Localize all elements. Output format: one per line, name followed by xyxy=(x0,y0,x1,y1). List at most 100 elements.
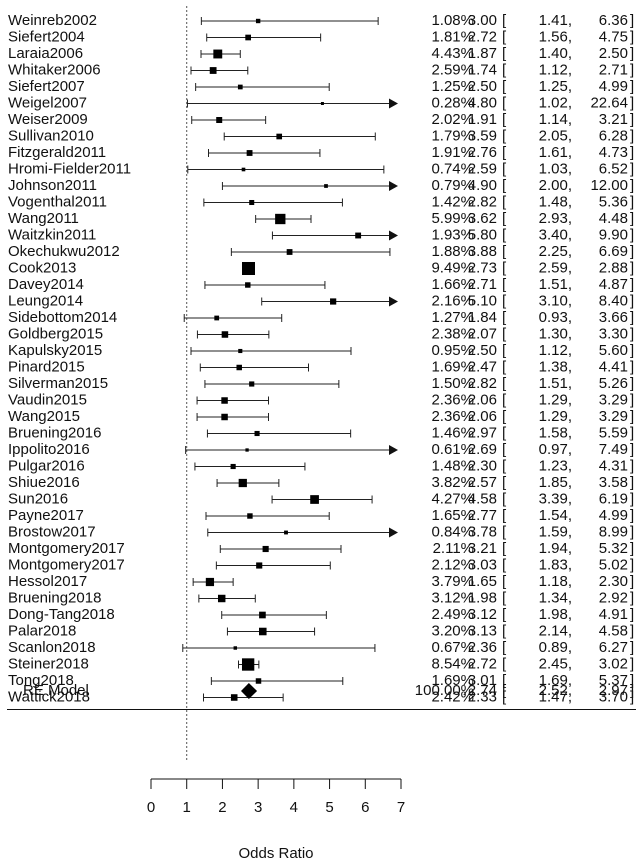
study-estimate: 1.87 xyxy=(468,45,497,62)
study-label: Waitzkin2011 xyxy=(8,226,96,243)
study-ci-close: ] xyxy=(630,243,634,260)
study-ci-upper: 12.00 xyxy=(590,177,628,194)
study-row: Sun2016 4.27%4.58 [3.39, 6.19] xyxy=(8,490,634,507)
study-ci-text: 3.62 [2.93, 4.48] xyxy=(468,210,634,227)
study-ci-close: ] xyxy=(630,210,634,227)
study-ci-upper: 7.49 xyxy=(599,441,628,458)
study-ci-upper: 4.91 xyxy=(599,606,628,623)
study-ci-lower: 1.51, xyxy=(539,375,572,392)
point-estimate xyxy=(233,646,238,650)
study-ci-lower: 2.00, xyxy=(539,177,572,194)
study-estimate: 2.06 xyxy=(468,408,497,425)
summary-diamond xyxy=(241,683,258,699)
study-row: Montgomery2017 2.12%3.03 [1.83, 5.02] xyxy=(8,556,634,573)
study-ci-lower: 1.94, xyxy=(539,540,572,557)
study-label: Sidebottom2014 xyxy=(8,309,117,326)
study-ci-lower: 1.12, xyxy=(539,61,572,78)
study-weight: 3.20% xyxy=(431,622,474,639)
point-estimate xyxy=(310,495,319,504)
study-estimate: 2.97 xyxy=(468,424,497,441)
study-estimate: 2.69 xyxy=(468,441,497,458)
point-estimate xyxy=(221,331,229,338)
x-tick-label: 3 xyxy=(254,799,262,816)
study-ci-lower: 1.47, xyxy=(539,688,572,705)
study-estimate: 3.78 xyxy=(468,523,497,540)
summary-ci-close: ] xyxy=(630,682,634,699)
study-row: Palar2018 3.20%3.13 [2.14, 4.58] xyxy=(8,622,634,639)
study-ci-close: ] xyxy=(630,94,634,111)
study-ci-upper: 8.40 xyxy=(599,292,628,309)
study-estimate: 2.50 xyxy=(468,78,497,95)
point-estimate xyxy=(238,348,243,354)
study-ci-lower: 0.93, xyxy=(539,309,572,326)
study-ci-text: 2.97 [1.58, 5.59] xyxy=(468,424,634,441)
study-row: Whitaker2006 2.59%1.74 [1.12, 2.71] xyxy=(8,61,634,78)
study-estimate: 3.62 xyxy=(468,210,497,227)
study-ci-lower: 2.05, xyxy=(539,127,572,144)
x-tick-label: 7 xyxy=(397,799,405,816)
study-ci-text: 3.21 [1.94, 5.32] xyxy=(468,540,634,557)
study-ci-upper: 6.27 xyxy=(599,639,628,656)
study-estimate: 3.59 xyxy=(468,127,497,144)
study-ci-lower: 1.58, xyxy=(539,424,572,441)
study-ci-close: ] xyxy=(630,144,634,161)
study-ci-upper: 2.88 xyxy=(599,259,628,276)
study-ci-upper: 9.90 xyxy=(599,226,628,243)
study-ci-close: ] xyxy=(630,457,634,474)
study-weight: 2.36% xyxy=(431,391,474,408)
point-estimate xyxy=(256,562,263,569)
study-ci-close: ] xyxy=(630,193,634,210)
point-estimate xyxy=(320,102,324,105)
study-ci-text: 3.12 [1.98, 4.91] xyxy=(468,606,634,623)
study-ci-upper: 5.26 xyxy=(599,375,628,392)
study-weight: 1.50% xyxy=(431,375,474,392)
study-weight: 3.12% xyxy=(431,589,474,606)
study-ci-close: ] xyxy=(630,523,634,540)
study-weight: 0.95% xyxy=(431,342,474,359)
study-ci-text: 1.98 [1.34, 2.92] xyxy=(468,589,634,606)
study-ci-close: ] xyxy=(630,556,634,573)
study-estimate: 3.12 xyxy=(468,606,497,623)
study-ci-text: 1.91 [1.14, 3.21] xyxy=(468,111,634,128)
study-label: Bruening2018 xyxy=(8,589,101,606)
study-ci-text: 1.74 [1.12, 2.71] xyxy=(468,61,634,78)
study-ci-text: 3.00 [1.41, 6.36] xyxy=(468,12,634,29)
study-row: Shiue2016 3.82%2.57 [1.85, 3.58] xyxy=(8,474,634,491)
study-ci-close: ] xyxy=(630,325,634,342)
study-ci-lower: 2.59, xyxy=(539,259,572,276)
study-ci-close: ] xyxy=(630,45,634,62)
study-ci-close: ] xyxy=(630,672,634,689)
study-label: Shiue2016 xyxy=(8,474,80,491)
study-ci-text: 2.50 [1.25, 4.99] xyxy=(468,78,634,95)
study-ci-open: [ xyxy=(502,226,507,243)
study-weight: 9.49% xyxy=(431,259,474,276)
x-tick-label: 6 xyxy=(361,799,369,816)
study-ci-text: 5.80 [3.40, 9.90] xyxy=(468,226,634,243)
study-ci-lower: 1.29, xyxy=(539,408,572,425)
study-ci-close: ] xyxy=(630,177,634,194)
study-ci-text: 1.65 [1.18, 2.30] xyxy=(468,573,634,590)
study-ci-close: ] xyxy=(630,540,634,557)
study-ci-upper: 4.75 xyxy=(599,28,628,45)
study-weight: 0.61% xyxy=(431,441,474,458)
study-ci-open: [ xyxy=(502,78,507,95)
point-estimate xyxy=(324,184,328,188)
point-estimate xyxy=(236,364,242,371)
study-estimate: 5.80 xyxy=(468,226,497,243)
study-ci-upper: 2.30 xyxy=(599,573,628,590)
study-row: Kapulsky2015 0.95%2.50 [1.12, 5.60] xyxy=(8,342,634,359)
study-label: Wattick2018 xyxy=(8,688,90,705)
study-ci-lower: 1.30, xyxy=(539,325,572,342)
study-ci-lower: 2.14, xyxy=(539,622,572,639)
study-label: Siefert2007 xyxy=(8,78,85,95)
study-estimate: 4.58 xyxy=(468,490,497,507)
study-estimate: 1.65 xyxy=(468,573,497,590)
point-estimate xyxy=(255,678,262,684)
study-row: Hromi-Fielder2011 0.74%2.59 [1.03, 6.52] xyxy=(8,160,634,177)
point-estimate xyxy=(221,413,228,421)
study-ci-upper: 2.71 xyxy=(599,61,628,78)
study-ci-lower: 2.93, xyxy=(539,210,572,227)
study-label: Dong-Tang2018 xyxy=(8,606,115,623)
study-ci-text: 2.82 [1.51, 5.26] xyxy=(468,375,634,392)
study-label: Weiser2009 xyxy=(8,111,88,128)
